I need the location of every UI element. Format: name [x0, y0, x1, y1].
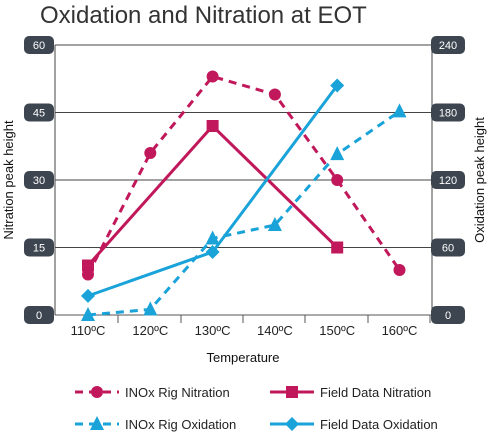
- data-point: [205, 230, 220, 245]
- data-point: [82, 259, 94, 272]
- series-field-data-oxidation: [81, 78, 345, 303]
- left-tick-label: 30: [33, 175, 45, 187]
- data-point: [206, 70, 219, 83]
- left-y-axis: 0 15 30 45 60: [24, 36, 54, 324]
- x-tick-label: 160ºC: [382, 323, 418, 338]
- right-tick-box: [431, 306, 465, 324]
- data-point: [268, 88, 281, 101]
- right-tick: 60: [431, 238, 465, 257]
- data-point: [331, 174, 344, 186]
- left-tick-box: [24, 306, 54, 324]
- left-tick: 30: [24, 171, 54, 189]
- data-point: [392, 103, 407, 118]
- legend-marker: [285, 417, 299, 431]
- right-tick-box: [431, 238, 465, 257]
- series-field-data-nitration: [82, 120, 344, 272]
- legend-marker: [90, 416, 104, 430]
- left-tick-label: 60: [33, 40, 45, 52]
- left-tick-box: [24, 171, 54, 189]
- left-tick: 15: [24, 238, 54, 257]
- right-tick-label: 120: [439, 175, 457, 187]
- left-tick-label: 45: [33, 108, 45, 120]
- left-tick-label: 0: [36, 310, 42, 322]
- x-axis: 110ºC 120ºC 130ºC 140ºC 150ºC 160ºC: [71, 315, 431, 338]
- right-tick-label: 0: [445, 310, 451, 322]
- series-line: [87, 84, 339, 298]
- legend-label: INOx Rig Nitration: [125, 385, 230, 400]
- right-tick: 240: [431, 36, 465, 54]
- right-tick-box: [431, 103, 465, 122]
- plot-series: [81, 70, 407, 321]
- series-line: [87, 110, 401, 317]
- legend-item: INOx Rig Nitration: [75, 385, 230, 400]
- right-y-axis: 0 60 120 180 240: [431, 36, 465, 324]
- data-point: [81, 307, 95, 321]
- right-tick: 120: [431, 171, 465, 189]
- left-tick: 60: [24, 36, 54, 54]
- left-y-axis-title: Nitration peak height: [1, 120, 16, 240]
- data-point: [81, 288, 95, 303]
- legend-marker: [286, 386, 298, 398]
- data-point: [143, 301, 158, 316]
- data-point: [330, 146, 345, 161]
- series-inox-rig-nitration: [82, 70, 406, 281]
- data-point: [206, 120, 219, 132]
- left-tick: 0: [24, 306, 54, 324]
- data-point: [393, 264, 406, 276]
- right-tick-label: 60: [442, 243, 454, 255]
- legend: INOx Rig Nitration Field Data Nitration IN…: [75, 385, 438, 432]
- right-tick-label: 240: [439, 40, 457, 52]
- data-point: [144, 147, 157, 159]
- x-tick-label: 150ºC: [319, 323, 355, 338]
- data-point: [331, 241, 344, 254]
- chart-title: Oxidation and Nitration at EOT: [40, 2, 367, 29]
- x-axis-title: Temperature: [207, 350, 280, 365]
- data-point: [267, 217, 282, 231]
- left-tick-box: [24, 238, 54, 257]
- legend-label: Field Data Nitration: [320, 385, 431, 400]
- legend-marker: [91, 386, 103, 398]
- data-point: [205, 245, 220, 259]
- right-y-axis-title: Oxidation peak height: [472, 117, 487, 243]
- legend-label: INOx Rig Oxidation: [125, 417, 236, 432]
- x-tick-label: 120ºC: [132, 323, 168, 338]
- right-tick-label: 180: [439, 108, 457, 120]
- right-tick: 0: [431, 306, 465, 324]
- left-tick: 45: [24, 103, 54, 122]
- series-inox-rig-oxidation: [81, 103, 407, 321]
- right-tick: 180: [431, 103, 465, 122]
- series-line: [86, 75, 401, 276]
- left-tick-box: [24, 36, 54, 54]
- right-tick-box: [431, 171, 465, 189]
- left-tick-box: [24, 103, 54, 122]
- right-tick-box: [431, 36, 465, 54]
- legend-item: INOx Rig Oxidation: [75, 416, 236, 432]
- data-point: [330, 78, 345, 93]
- x-tick-label: 140ºC: [257, 323, 293, 338]
- x-tick-label: 130ºC: [195, 323, 231, 338]
- legend-item: Field Data Oxidation: [270, 417, 438, 432]
- left-tick-label: 15: [33, 243, 45, 255]
- legend-label: Field Data Oxidation: [320, 417, 438, 432]
- x-tick-label: 110ºC: [71, 323, 106, 338]
- legend-item: Field Data Nitration: [270, 385, 431, 400]
